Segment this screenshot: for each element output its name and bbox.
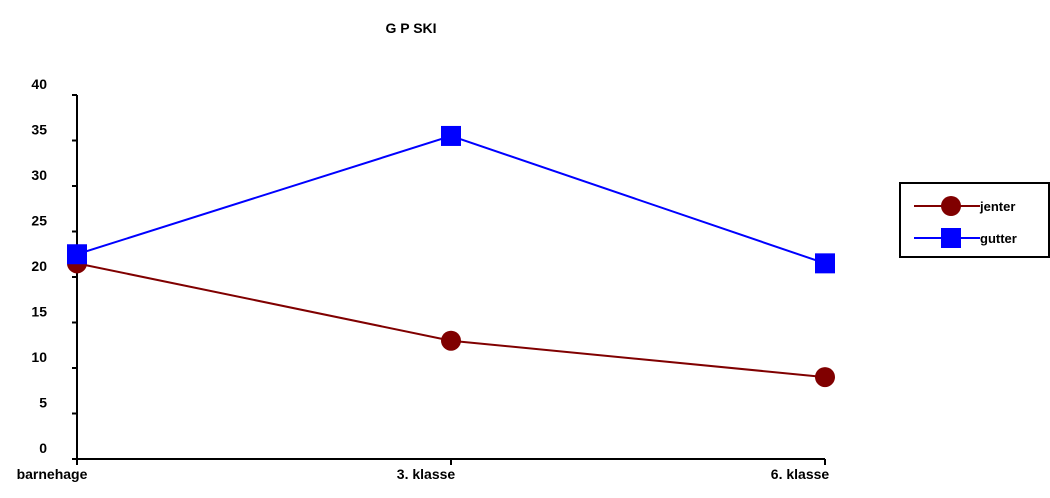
x-tick-label: barnehage [17,466,88,482]
y-axis: 0 5 10 15 20 25 30 35 40 [31,76,78,460]
legend-marker-gutter [941,228,961,248]
series-line-jenter [76,262,826,379]
y-tick-label: 15 [31,304,47,320]
x-tick-label: 6. klasse [771,466,830,482]
y-tick-label: 10 [31,349,47,365]
data-point-jenter [441,330,461,351]
series-layer [67,125,835,388]
data-point-gutter [441,125,461,146]
data-point-gutter [815,253,835,274]
legend: jenter gutter [899,182,1050,258]
series-line-gutter [76,134,826,265]
y-tick-label: 0 [39,440,47,456]
x-axis: barnehage 3. klasse 6. klasse [17,458,830,482]
legend-marker-jenter [941,196,961,216]
legend-label-jenter: jenter [979,199,1015,214]
y-tick-label: 25 [31,213,47,229]
y-tick-label: 20 [31,258,47,274]
chart-title: G P SKI [385,20,436,36]
y-tick-label: 30 [31,167,47,183]
series-gutter [67,125,835,274]
series-jenter [67,253,835,388]
data-point-jenter [815,367,835,388]
data-point-gutter [67,244,87,265]
y-tick-label: 35 [31,122,47,138]
y-tick-label: 5 [39,395,47,411]
x-tick-label: 3. klasse [397,466,456,482]
legend-box [899,182,1050,258]
legend-label-gutter: gutter [980,231,1017,246]
y-tick-label: 40 [31,76,47,92]
